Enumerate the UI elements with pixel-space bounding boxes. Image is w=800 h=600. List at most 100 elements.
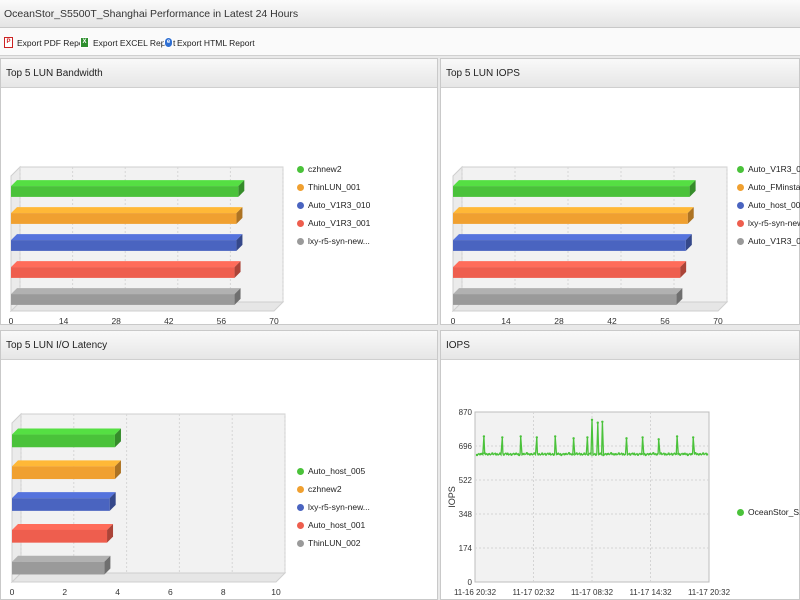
data-point [586, 453, 590, 456]
legend-item[interactable]: czhnew2 [297, 483, 342, 495]
data-point [586, 436, 589, 439]
bar-side [236, 207, 243, 224]
x-tick-label: 28 [111, 316, 121, 324]
export-excel-label: Export EXCEL Report [93, 38, 176, 48]
legend-marker-icon [297, 220, 304, 227]
x-tick-label: 11-17 02:32 [512, 588, 555, 597]
bar [453, 267, 681, 278]
legend-item[interactable]: Auto_V1R3_006 [737, 163, 800, 175]
bar-side [109, 492, 116, 511]
data-point [609, 452, 613, 455]
y-tick-label: 174 [459, 544, 473, 553]
bar-top [12, 555, 111, 562]
x-tick-label: 6 [168, 587, 173, 597]
bar [11, 267, 235, 278]
bar [12, 529, 108, 543]
bar [12, 434, 115, 448]
legend-item[interactable]: ThinLUN_002 [297, 537, 360, 549]
bar-top [11, 261, 241, 268]
legend-item[interactable]: Auto_V1R3_010 [297, 199, 370, 211]
bar-top [453, 288, 683, 295]
data-point [554, 435, 557, 438]
legend-label: ThinLUN_002 [308, 538, 361, 548]
data-point [540, 452, 544, 455]
data-point [602, 453, 605, 457]
data-point [529, 453, 532, 456]
legend-item[interactable]: lxy-r5-syn-new... [297, 235, 370, 247]
legend-label: czhnew2 [308, 164, 342, 174]
legend-item[interactable]: ThinLUN_001 [297, 181, 360, 193]
legend-label: OceanStor_S... [748, 507, 800, 517]
export-pdf-button[interactable]: P Export PDF Report [4, 36, 89, 50]
x-tick-label: 56 [660, 316, 670, 324]
data-point [514, 452, 517, 456]
legend-item[interactable]: OceanStor_S... [737, 506, 800, 518]
legend-label: lxy-r5-syn-new... [748, 218, 800, 228]
legend-item[interactable]: Auto_host_004 [737, 199, 800, 211]
legend-marker-icon [297, 202, 304, 209]
data-point [501, 436, 504, 439]
bandwidth-panel: Top 5 LUN Bandwidth 01428425670Bandwidth… [0, 58, 438, 325]
bar-top [12, 460, 121, 467]
x-tick-label: 11-17 14:32 [629, 588, 672, 597]
bar-top [11, 288, 241, 295]
x-tick-label: 70 [713, 316, 723, 324]
legend-label: Auto_V1R3_001 [748, 236, 800, 246]
bar-top [12, 428, 121, 435]
data-point [548, 452, 552, 455]
bar-top [11, 234, 243, 241]
data-point [659, 452, 663, 455]
x-tick-label: 4 [115, 587, 120, 597]
legend-label: lxy-r5-syn-new... [308, 236, 370, 246]
legend-marker-icon [737, 202, 744, 209]
data-point [544, 453, 548, 456]
legend-item[interactable]: czhnew2 [297, 163, 342, 175]
legend-label: Auto_V1R3_001 [308, 218, 371, 228]
bar-side [687, 207, 694, 224]
data-point [479, 452, 483, 456]
bar [12, 466, 115, 480]
data-point [552, 453, 555, 457]
legend-label: Auto_V1R3_006 [748, 164, 800, 174]
legend-item[interactable]: lxy-r5-syn-new... [297, 501, 370, 513]
bar-side [234, 261, 241, 278]
data-point [621, 453, 624, 456]
legend-item[interactable]: Auto_V1R3_001 [737, 235, 800, 247]
data-point [692, 436, 695, 439]
legend-item[interactable]: Auto_V1R3_001 [297, 217, 370, 229]
data-point [567, 452, 571, 455]
data-point [517, 453, 521, 457]
data-point [556, 452, 559, 456]
x-tick-label: 8 [221, 587, 226, 597]
export-excel-button[interactable]: X Export EXCEL Report [80, 36, 175, 50]
x-tick-label: 0 [9, 316, 14, 324]
latency-chart: 0246810I/O latency (ms) [10, 412, 287, 597]
legend-label: lxy-r5-syn-new... [308, 502, 370, 512]
data-point [590, 418, 594, 422]
legend-item[interactable]: Auto_FMinstall [737, 181, 800, 193]
iops-trend-panel: IOPS 0 174 348 522 696 870 11-16 20:32 11-17 02… [440, 330, 800, 600]
y-tick-label: 0 [468, 578, 473, 587]
bar-side [685, 234, 692, 251]
legend-item[interactable]: lxy-r5-syn-new... [737, 217, 800, 229]
bar [12, 498, 110, 511]
bar-top [453, 180, 696, 187]
legend-item[interactable]: Auto_host_005 [297, 465, 365, 477]
export-html-button[interactable]: e Export HTML Report [164, 36, 255, 50]
y-tick-label: 348 [459, 510, 473, 519]
x-tick-label: 70 [269, 316, 279, 324]
data-point [705, 453, 709, 456]
data-point [475, 453, 479, 457]
pdf-icon: P [4, 37, 13, 48]
legend-item[interactable]: Auto_host_001 [297, 519, 365, 531]
data-point [535, 436, 538, 439]
bar-side [114, 428, 121, 448]
iops-top5-panel: Top 5 LUN IOPS 01428425670IOPS Auto_V1R3… [440, 58, 800, 325]
data-point [644, 453, 647, 457]
legend-label: Auto_host_004 [748, 200, 800, 210]
x-tick-label: 42 [164, 316, 174, 324]
bandwidth-chart: 01428425670Bandwidth (MB/s) [9, 165, 285, 324]
bar [11, 186, 239, 197]
data-point [560, 453, 563, 457]
data-point [482, 435, 486, 438]
